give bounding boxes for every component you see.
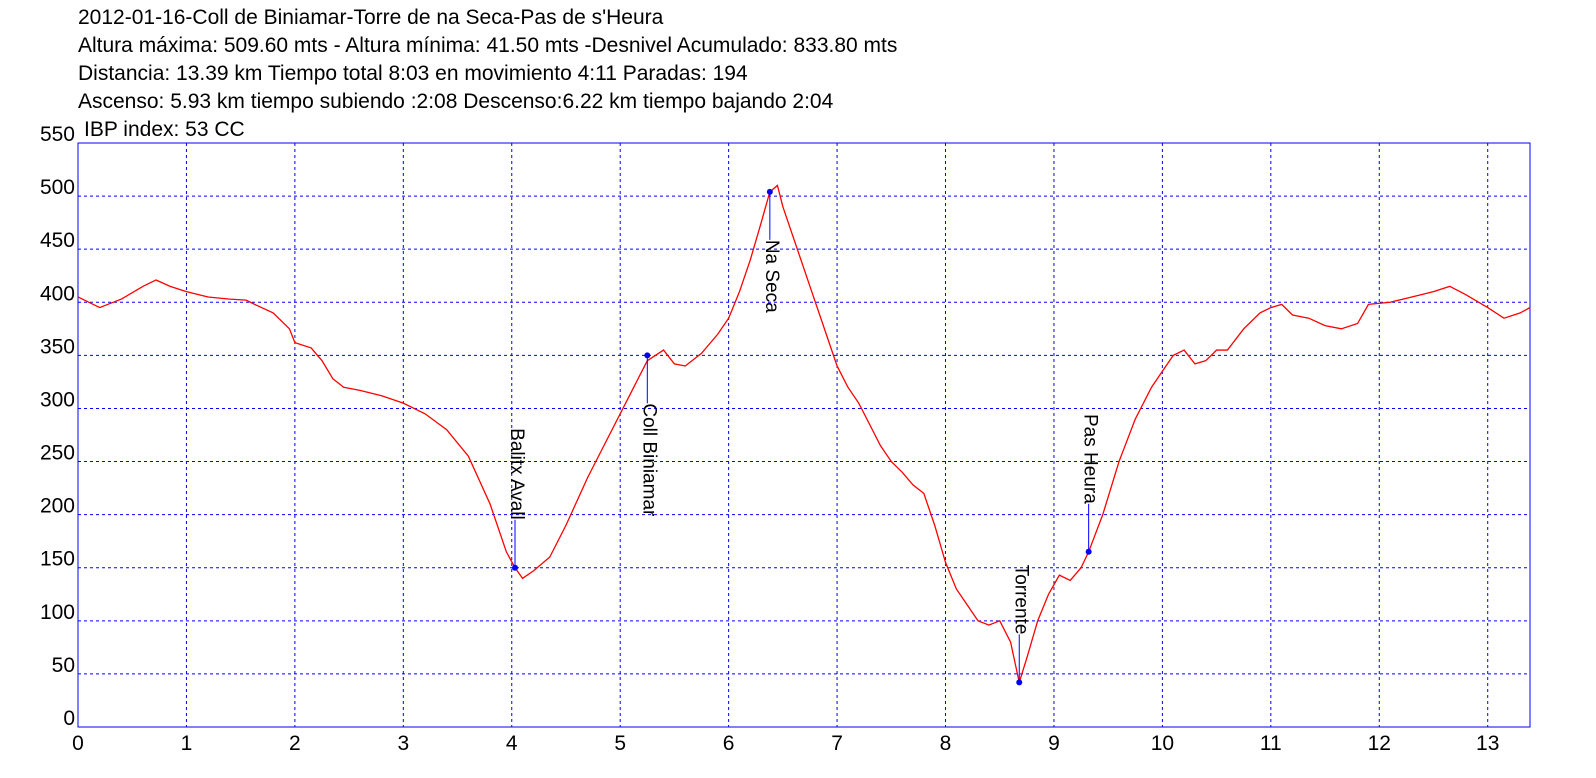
x-tick-label: 11 (1260, 732, 1282, 755)
x-tick-label: 10 (1151, 732, 1174, 755)
waypoint-label: Torrente (1010, 565, 1031, 635)
y-tick-label: 500 (40, 176, 75, 199)
waypoint-marker (1085, 548, 1092, 555)
x-tick-label: 5 (614, 732, 626, 755)
y-tick-label: 450 (40, 229, 75, 252)
x-tick-label: 4 (506, 732, 518, 755)
x-tick-label: 7 (831, 732, 843, 755)
x-tick-label: 2 (289, 732, 301, 755)
waypoint-marker (644, 352, 651, 359)
waypoint-label: Na Seca (761, 240, 782, 313)
x-tick-label: 9 (1048, 732, 1060, 755)
x-tick-label: 8 (940, 732, 952, 755)
plot-border (77, 142, 1531, 728)
y-tick-label: 50 (52, 654, 75, 677)
waypoint-label: Coll Biniamar (638, 403, 659, 517)
y-tick-label: 300 (40, 388, 75, 411)
subtitle: Ascenso: 5.93 km tiempo subiendo :2:08 D… (78, 90, 834, 113)
y-tick-label: 200 (40, 495, 75, 518)
y-tick-label: 100 (40, 601, 75, 624)
subtitle: Distancia: 13.39 km Tiempo total 8:03 en… (78, 62, 748, 85)
y-tick-label: 250 (40, 442, 75, 465)
elevation-line (77, 184, 1531, 685)
y-tick-label: 150 (40, 548, 75, 571)
subtitle: Altura máxima: 509.60 mts - Altura mínim… (78, 34, 897, 57)
waypoint-marker (1016, 679, 1023, 686)
y-tick-label: 350 (40, 335, 75, 358)
x-tick-label: 6 (723, 732, 735, 755)
x-tick-label: 0 (72, 732, 84, 755)
waypoint-marker (766, 188, 773, 195)
x-tick-label: 3 (397, 732, 409, 755)
x-tick-label: 1 (181, 732, 193, 755)
waypoint-marker (512, 564, 519, 571)
y-tick-label: 0 (63, 707, 75, 730)
x-tick-label: 12 (1368, 732, 1391, 755)
x-tick-label: 13 (1476, 732, 1499, 755)
subtitle: IBP index: 53 CC (84, 118, 245, 141)
waypoint-label: Balitx Avall (506, 428, 527, 520)
chart-title: 2012-01-16-Coll de Biniamar-Torre de na … (78, 6, 664, 29)
y-tick-label: 400 (40, 282, 75, 305)
waypoint-label: Pas Heura (1080, 414, 1101, 504)
y-tick-label: 550 (40, 123, 75, 146)
